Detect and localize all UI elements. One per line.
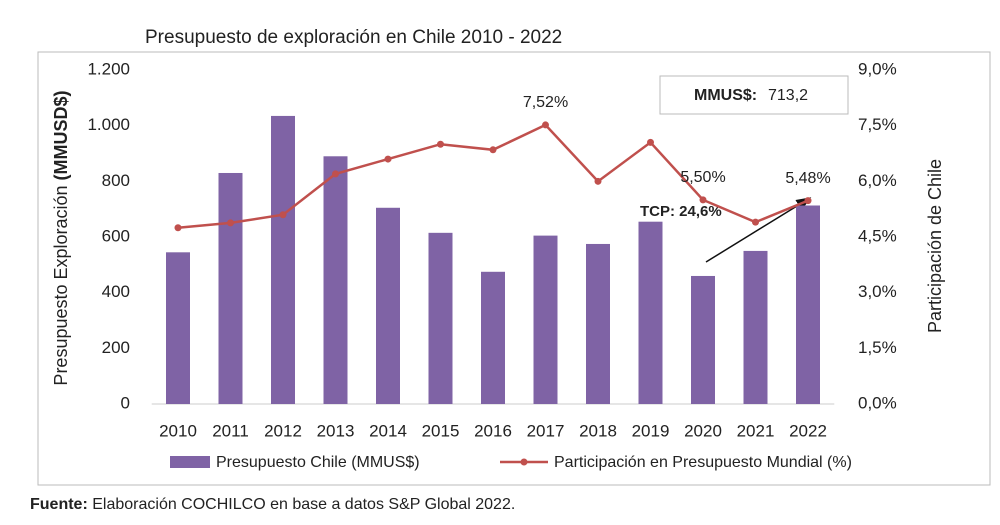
legend-swatch [170, 456, 210, 468]
y-axis-label-unit: (MMUSD$) [51, 90, 71, 180]
y2-axis-label: Participación de Chile [925, 159, 945, 333]
bar [218, 172, 243, 404]
bar [796, 205, 820, 404]
y-tick-label: 800 [102, 171, 130, 190]
y-axis-label: Presupuesto Exploración (MMUSD$) [51, 90, 71, 385]
x-tick-label: 2012 [264, 421, 302, 440]
annotation-box-label: MMUS$: [694, 87, 757, 104]
growth-annotation: TCP: 24,6% [640, 203, 722, 220]
bar [166, 252, 190, 404]
line-point [227, 219, 234, 227]
x-tick-label: 2020 [684, 421, 722, 440]
line-point [279, 211, 287, 219]
bar [743, 250, 768, 404]
growth-arrow [705, 197, 812, 263]
annotation-box [659, 75, 849, 115]
y2-tick-label: 3,0% [858, 282, 897, 301]
x-tick-label: 2019 [632, 421, 670, 440]
y2-tick-label: 4,5% [858, 226, 897, 245]
bar [481, 271, 505, 404]
line-point [542, 121, 549, 129]
chart-border [37, 51, 991, 486]
x-tick-label: 2018 [579, 421, 617, 440]
y2-tick-label: 0,0% [858, 393, 897, 412]
chart-title: Presupuesto de exploración en Chile 2010… [145, 27, 562, 48]
y-tick-label: 1.200 [87, 59, 130, 78]
line-point [752, 218, 759, 226]
source-note: Fuente: Elaboración COCHILCO en base a d… [30, 496, 515, 513]
bar [271, 115, 295, 405]
y2-tick-label: 9,0% [858, 59, 897, 78]
source-label: Fuente: [30, 496, 88, 513]
y-tick-label: 1.000 [87, 115, 130, 134]
line-point [699, 196, 707, 204]
y2-tick-label: 7,5% [858, 115, 897, 134]
x-tick-label: 2017 [527, 421, 565, 440]
x-tick-label: 2021 [737, 421, 775, 440]
bar [586, 243, 610, 404]
line-point [332, 170, 339, 178]
y2-tick-label: 6,0% [858, 171, 897, 190]
x-tick-label: 2015 [422, 421, 460, 440]
y-tick-label: 600 [102, 226, 130, 245]
x-tick-label: 2011 [212, 421, 249, 440]
y-axis-label-text: Presupuesto Exploración [51, 185, 71, 385]
line-point [647, 138, 654, 146]
bar [691, 275, 715, 404]
x-tick-label: 2016 [474, 421, 512, 440]
line-point [174, 224, 182, 232]
bar [638, 221, 663, 404]
y-tick-label: 0 [121, 393, 130, 412]
bar [533, 235, 558, 404]
bar [428, 232, 453, 404]
bar [323, 156, 348, 404]
y-tick-label: 400 [102, 282, 130, 301]
legend-label: Presupuesto Chile (MMUS$) [216, 454, 420, 471]
x-tick-label: 2022 [789, 421, 827, 440]
line-value-label: 5,48% [785, 170, 830, 187]
line-point [437, 140, 444, 148]
line-value-label: 5,50% [680, 169, 725, 186]
bar [376, 207, 400, 404]
bar-value-label: 713,2 [768, 87, 808, 104]
line-value-label: 7,52% [523, 94, 568, 111]
x-tick-label: 2014 [369, 421, 407, 440]
legend-label: Participación en Presupuesto Mundial (%) [554, 454, 852, 471]
legend-swatch-marker [520, 458, 528, 466]
line-point [384, 155, 392, 163]
x-tick-label: 2010 [159, 421, 197, 440]
line-point [489, 146, 497, 154]
y-tick-label: 200 [102, 338, 130, 357]
y2-tick-label: 1,5% [858, 338, 897, 357]
line-point [804, 197, 812, 205]
source-text: Elaboración COCHILCO en base a datos S&P… [92, 496, 515, 513]
line-point [594, 177, 602, 185]
x-tick-label: 2013 [317, 421, 355, 440]
